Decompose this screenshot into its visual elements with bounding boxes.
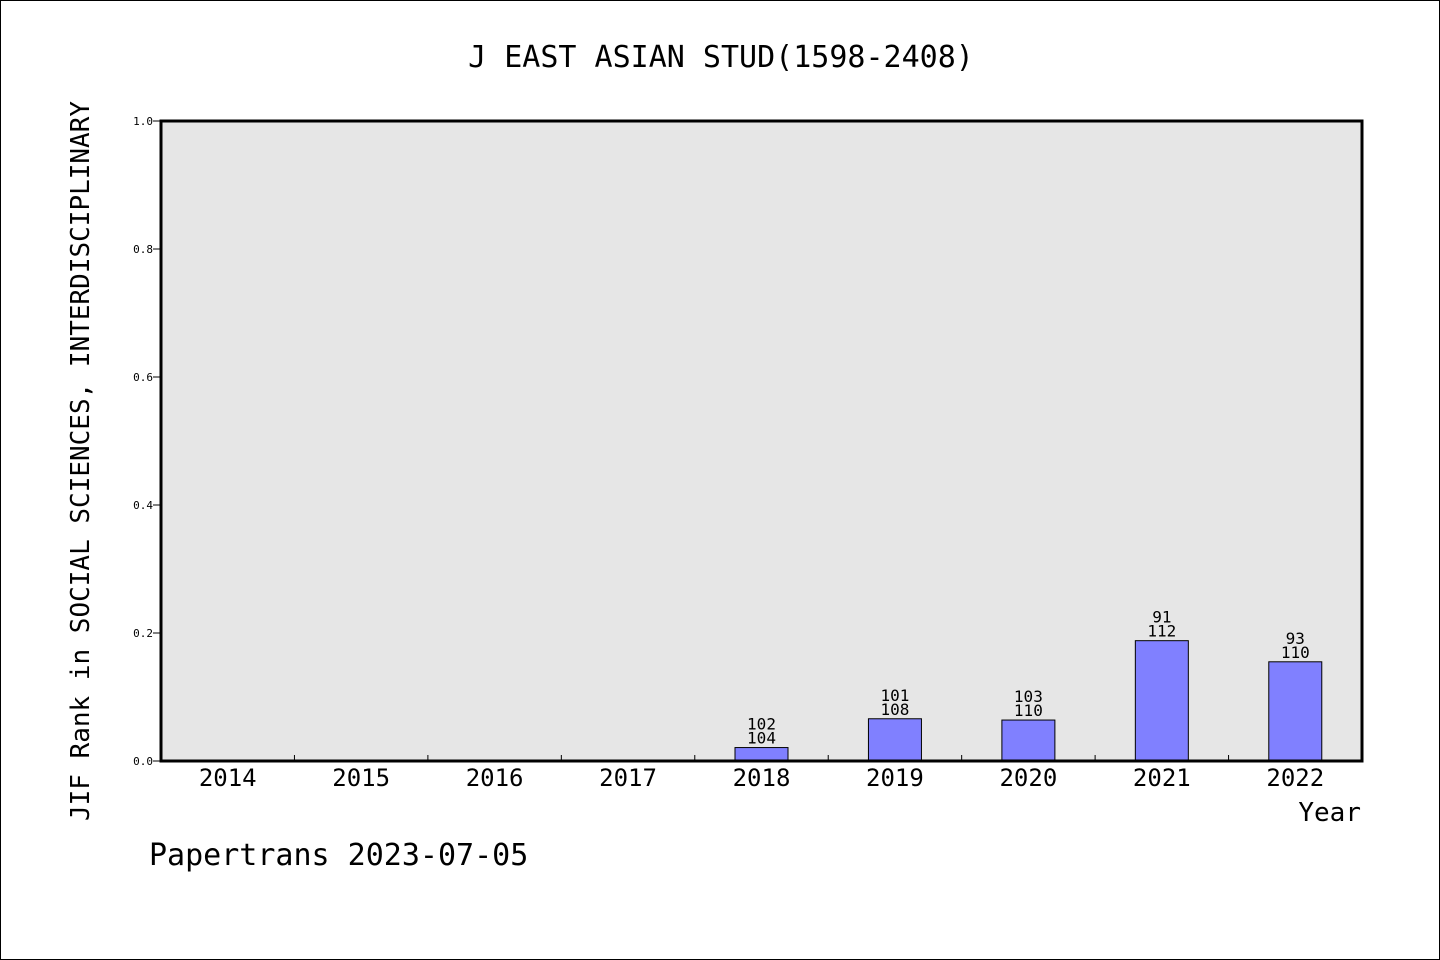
x-tick-label: 2018 — [733, 764, 791, 792]
bar — [1134, 640, 1189, 762]
bar-rank-label: 91 — [1152, 608, 1171, 627]
y-tick-label: 0.8 — [133, 243, 153, 256]
bar — [867, 718, 922, 762]
bar-total-label: 112 — [1147, 622, 1176, 641]
x-tick-label: 2014 — [199, 764, 257, 792]
bar — [734, 747, 789, 762]
y-axis-label: JIF Rank in SOCIAL SCIENCES, INTERDISCIP… — [66, 101, 96, 821]
y-tick-label: 1.0 — [133, 115, 153, 128]
bar-total-label: 110 — [1281, 643, 1310, 662]
y-tick-label: 0.4 — [133, 499, 153, 512]
bar-rank-label: 93 — [1286, 629, 1305, 648]
x-tick-label: 2022 — [1266, 764, 1324, 792]
bar-total-label: 108 — [880, 700, 909, 719]
x-tick-label: 2015 — [332, 764, 390, 792]
y-tick-label: 0.0 — [133, 755, 153, 768]
bar — [1268, 661, 1323, 762]
bar-rank-label: 102 — [747, 715, 776, 734]
y-tick-label: 0.2 — [133, 627, 153, 640]
bar-total-label: 104 — [747, 729, 776, 748]
x-tick-label: 2019 — [866, 764, 924, 792]
chart-title: J EAST ASIAN STUD(1598-2408) — [468, 40, 974, 75]
x-axis-label: Year — [1298, 798, 1361, 828]
x-tick-label: 2020 — [999, 764, 1057, 792]
x-tick-label: 2021 — [1133, 764, 1191, 792]
x-tick-label: 2017 — [599, 764, 657, 792]
footer-credit: Papertrans 2023-07-05 — [149, 838, 528, 873]
bar-rank-label: 101 — [880, 686, 909, 705]
x-tick-label: 2016 — [466, 764, 524, 792]
bar-total-label: 110 — [1014, 701, 1043, 720]
plot-frame — [159, 119, 1364, 763]
bar-rank-label: 103 — [1014, 687, 1043, 706]
y-tick-label: 0.6 — [133, 371, 153, 384]
bar — [1001, 719, 1056, 762]
axis-ticks: 0.0 0.2 0.4 0.6 0.8 1.0 2014 2015 2016 2017 2018 20… — [133, 115, 1324, 792]
